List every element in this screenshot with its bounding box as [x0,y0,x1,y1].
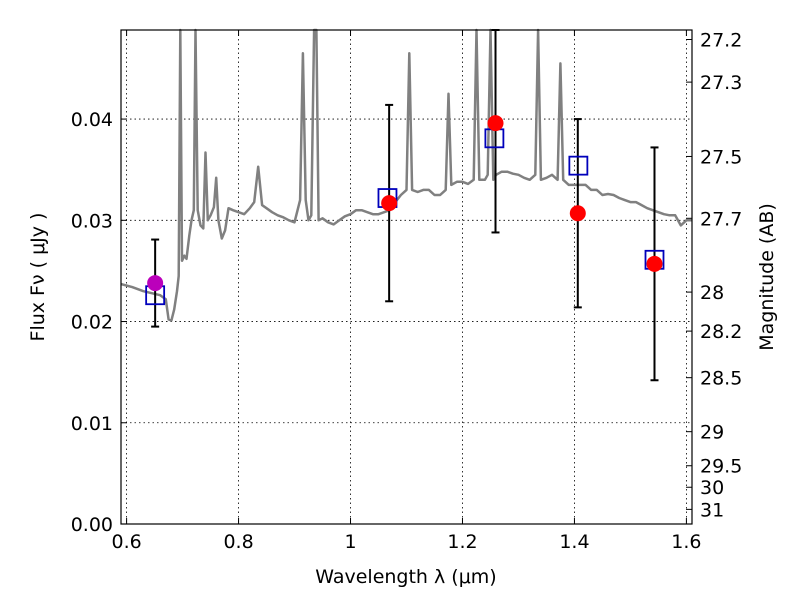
plot-frame [120,29,693,525]
magnitude-tick-label: 29.5 [700,456,742,478]
magnitude-axis-label: Magnitude (AB) [756,203,778,351]
observed-points-layer [147,115,663,292]
x-tick-label: 1.2 [447,531,477,553]
model-spectrum-line [120,28,692,322]
x-tick-label: 0.6 [111,531,141,553]
y-tick-label: 0.04 [71,109,113,131]
model-points-layer [145,128,665,306]
spectrum-layer [120,28,692,322]
model-point-square [568,155,589,176]
y-axis-label: Flux Fν ( μJy ) [27,213,49,342]
x-tick-label: 0.8 [223,531,253,553]
y-axis-ticks: 0.00 0.01 0.02 0.03 0.04 [71,109,127,536]
x-axis-ticks: 0.6 0.8 1 1.2 1.4 1.6 [111,30,702,553]
x-tick-label: 1.4 [559,531,589,553]
observed-point [646,255,663,272]
highlight-point [147,275,164,292]
observed-point [487,115,504,132]
x-axis-label: Wavelength λ (μm) [315,566,496,588]
magnitude-tick-label: 27.3 [700,72,742,94]
y-tick-label: 0.02 [71,312,113,334]
magnitude-tick-label: 30 [700,477,724,499]
observed-point [381,195,398,212]
x-tick-label: 1.6 [671,531,701,553]
y-tick-label: 0.03 [71,210,113,232]
magnitude-tick-label: 28.5 [700,368,742,390]
errorbar-layer [151,29,659,382]
x-tick-label: 1 [344,531,356,553]
magnitude-tick-label: 27.5 [700,146,742,168]
y-tick-label: 0.01 [71,413,113,435]
y-tick-label: 0.00 [71,514,113,536]
grid-lines [121,30,692,524]
observed-point [569,205,586,222]
magnitude-tick-label: 31 [700,499,724,521]
magnitude-tick-label: 28.2 [700,321,742,343]
magnitude-tick-label: 27.7 [700,208,742,230]
magnitude-tick-label: 27.2 [700,29,742,51]
magnitude-tick-label: 29 [700,422,724,444]
magnitude-tick-label: 28 [700,282,724,304]
